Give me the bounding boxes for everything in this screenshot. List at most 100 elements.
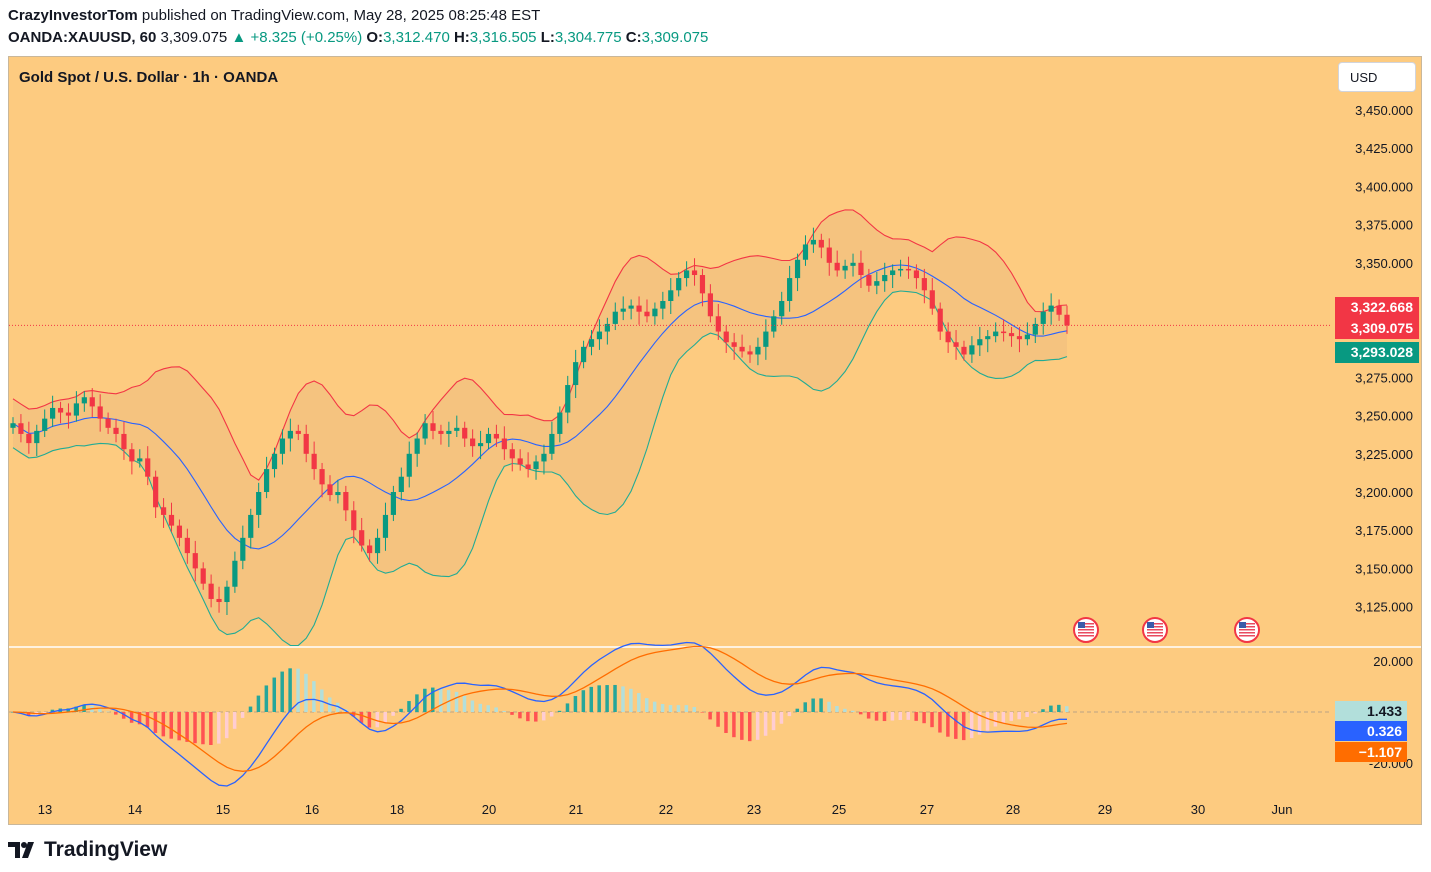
macd-histogram-bar bbox=[755, 712, 760, 740]
macd-histogram-bar bbox=[1009, 712, 1014, 721]
macd-histogram-bar bbox=[851, 710, 855, 712]
macd-histogram-bar bbox=[652, 701, 657, 712]
bollinger-lower-line bbox=[12, 290, 1068, 647]
candle-body bbox=[969, 345, 975, 355]
candle-body bbox=[18, 423, 24, 434]
macd-histogram-bar bbox=[415, 694, 419, 712]
macd-histogram-bar bbox=[835, 706, 839, 712]
candle-body bbox=[42, 418, 48, 431]
candle-body bbox=[993, 331, 999, 337]
candle-body bbox=[382, 514, 389, 538]
macd-histogram-bar bbox=[304, 673, 308, 712]
macd-histogram-bar bbox=[1049, 705, 1053, 712]
candle-body bbox=[533, 461, 539, 470]
macd-histogram-bar bbox=[534, 712, 538, 722]
macd-histogram-bar bbox=[922, 712, 926, 724]
macd-histogram-bar bbox=[383, 712, 387, 723]
macd-histogram-bar bbox=[359, 712, 364, 723]
x-tick-label: 28 bbox=[1006, 802, 1020, 817]
price-label-box bbox=[1335, 318, 1419, 339]
candle-body bbox=[604, 323, 610, 332]
y-tick-label: 3,250.000 bbox=[1355, 409, 1413, 424]
price-label: 3,293.028 bbox=[1351, 344, 1413, 360]
macd-histogram-bar bbox=[1017, 712, 1021, 720]
macd-histogram-bar bbox=[494, 707, 498, 712]
high-value: 3,316.505 bbox=[469, 29, 537, 46]
macd-histogram-bar bbox=[660, 704, 665, 712]
macd-histogram-bar bbox=[874, 712, 879, 721]
y-tick-label: 3,425.000 bbox=[1355, 141, 1413, 156]
candle-body bbox=[636, 305, 642, 312]
x-tick-label: 27 bbox=[920, 802, 934, 817]
macd-histogram-bar bbox=[42, 712, 47, 713]
candle-body bbox=[81, 397, 87, 404]
macd-histogram-bar bbox=[431, 687, 435, 712]
candle-body bbox=[739, 346, 745, 352]
candle-body bbox=[113, 427, 119, 434]
macd-histogram-bar bbox=[248, 706, 253, 712]
candle-body bbox=[652, 308, 658, 317]
macd-histogram-bar bbox=[391, 712, 395, 716]
macd-histogram-bar bbox=[621, 686, 625, 712]
candle-body bbox=[612, 311, 618, 324]
symbol-name: OANDA:XAUUSD, 60 bbox=[8, 29, 157, 46]
us-flag-event-icon bbox=[1142, 617, 1168, 643]
low-value: 3,304.775 bbox=[554, 29, 622, 46]
close-label: C: bbox=[625, 29, 642, 46]
x-tick-label: 14 bbox=[128, 802, 142, 817]
candle-body bbox=[176, 525, 183, 538]
candle-body bbox=[953, 342, 959, 347]
candle-body bbox=[248, 514, 254, 538]
candle-body bbox=[905, 268, 912, 271]
macd-histogram-bar bbox=[272, 677, 277, 712]
macd-histogram-bar bbox=[1025, 712, 1029, 717]
macd-histogram-bar bbox=[930, 712, 934, 728]
candle-body bbox=[866, 275, 872, 286]
open-value: 3,312.470 bbox=[383, 29, 450, 46]
macd-histogram-bar bbox=[296, 668, 300, 712]
macd-histogram-bar bbox=[858, 712, 863, 715]
candle-body bbox=[913, 270, 920, 279]
macd-histogram-bar bbox=[106, 711, 110, 713]
chart-area[interactable]: 3,125.000 3,150.000 3,175.000 3,200.000 3,22… bbox=[8, 56, 1422, 825]
candle-body bbox=[517, 458, 523, 465]
candle-body bbox=[184, 537, 190, 554]
candle-body bbox=[945, 331, 951, 343]
candle-body bbox=[929, 290, 935, 309]
macd-histogram-bar bbox=[217, 712, 221, 744]
macd-histogram-bar bbox=[399, 708, 403, 712]
candle-body bbox=[580, 346, 587, 363]
candle-body bbox=[367, 545, 373, 554]
candle-body bbox=[1008, 333, 1015, 337]
candle-body bbox=[810, 239, 817, 245]
macd-histogram-bar bbox=[1033, 712, 1037, 714]
publish-info: CrazyInvestorTom published on TradingVie… bbox=[8, 7, 540, 24]
macd-histogram-bar bbox=[486, 705, 490, 712]
candle-body bbox=[335, 492, 341, 496]
macd-histogram-bar bbox=[478, 703, 483, 712]
candle-body bbox=[818, 239, 824, 248]
macd-histogram-bar bbox=[985, 712, 990, 731]
macd-histogram-bar bbox=[224, 712, 229, 739]
macd-histogram-bar bbox=[811, 698, 815, 712]
macd-histogram-bar bbox=[684, 705, 689, 712]
macd-histogram-bar bbox=[977, 712, 982, 735]
candle-body bbox=[145, 458, 151, 477]
macd-histogram-bar bbox=[906, 712, 911, 720]
candle-body bbox=[565, 385, 571, 413]
candle-body bbox=[573, 362, 579, 386]
macd-histogram-bar bbox=[541, 712, 546, 721]
x-tick-label: 20 bbox=[482, 802, 496, 817]
macd-histogram-bar bbox=[843, 708, 847, 712]
price-label-box bbox=[1335, 342, 1419, 363]
candle-body bbox=[477, 443, 484, 447]
y-tick-label: 3,175.000 bbox=[1355, 523, 1413, 538]
candle-body bbox=[351, 510, 357, 531]
author-name[interactable]: CrazyInvestorTom bbox=[8, 7, 138, 24]
chart-svg[interactable]: 3,125.000 3,150.000 3,175.000 3,200.000 3,22… bbox=[9, 57, 1422, 825]
currency-button[interactable]: USD bbox=[1338, 62, 1416, 92]
macd-histogram-bar bbox=[66, 708, 70, 712]
macd-histogram-bar bbox=[795, 708, 800, 712]
candle-body bbox=[398, 476, 404, 492]
tradingview-logo[interactable]: TradingView bbox=[8, 838, 167, 862]
